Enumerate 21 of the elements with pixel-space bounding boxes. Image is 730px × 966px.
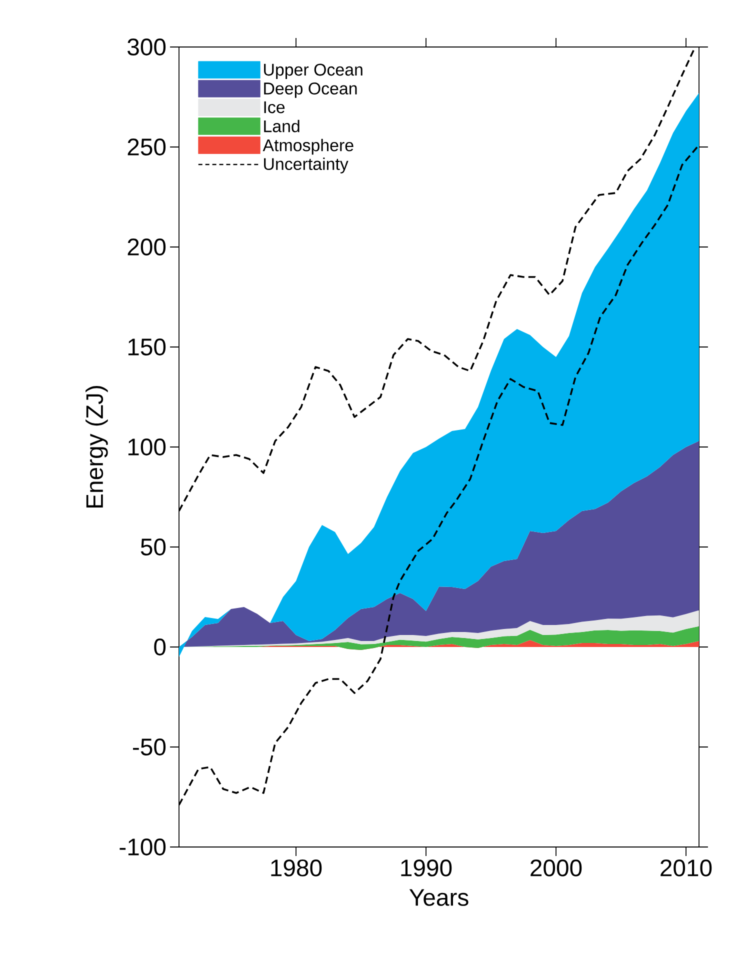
y-tick-label: 0 bbox=[154, 638, 166, 656]
legend-label: Ice bbox=[264, 101, 285, 114]
x-tick-label: 2010 bbox=[660, 859, 712, 876]
x-tick-label: 1980 bbox=[271, 859, 322, 876]
y-tick-label: 300 bbox=[128, 38, 166, 56]
x-tick-label: 1990 bbox=[401, 859, 452, 876]
y-tick-label: 200 bbox=[128, 238, 166, 256]
y-tick-label: 50 bbox=[140, 538, 166, 556]
legend-label: Upper Ocean bbox=[264, 64, 362, 80]
y-tick-label: 150 bbox=[128, 338, 166, 356]
y-tick-label: 100 bbox=[128, 438, 166, 456]
legend-label: Deep Ocean bbox=[264, 82, 357, 98]
y-axis-title: Energy (ZJ) bbox=[86, 386, 108, 508]
y-tick-label: 250 bbox=[128, 138, 166, 156]
legend-label: Land bbox=[264, 120, 300, 132]
legend-label: Atmosphere bbox=[262, 138, 354, 155]
x-tick-label: 2000 bbox=[530, 859, 582, 876]
x-axis-title: Years bbox=[409, 889, 468, 906]
y-tick-label: -100 bbox=[120, 838, 166, 856]
y-tick-label: -50 bbox=[133, 738, 166, 756]
legend-label: Uncertainty bbox=[264, 158, 348, 174]
